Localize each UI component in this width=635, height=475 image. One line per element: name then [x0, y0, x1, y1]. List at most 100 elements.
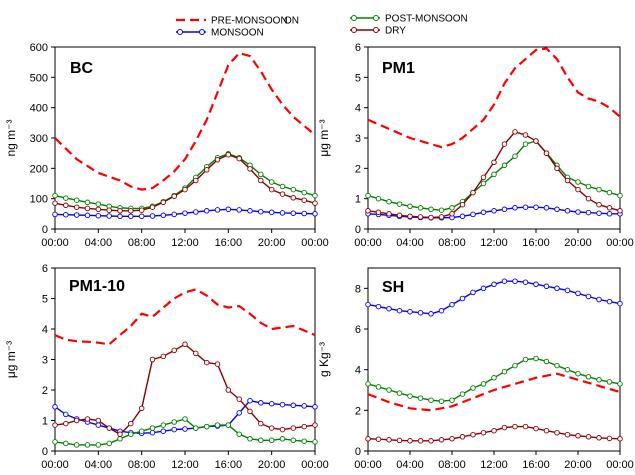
y-tick-label: 6 [42, 263, 48, 275]
y-axis-label: g Kg⁻³ [317, 342, 331, 377]
series-line-post-monsoon [54, 153, 316, 210]
panel-pm1: 0 1 2 3 4 5 6 00:00 04:00 08:00 12:00 16:00 20:00 00:… [317, 42, 634, 249]
data-point-dry [533, 138, 539, 144]
y-tick-label: 1 [355, 194, 361, 206]
y-tick-label: 600 [30, 42, 48, 54]
x-tick-label: 04:00 [85, 237, 113, 249]
data-point-post-monsoon [407, 203, 413, 210]
data-point-post-monsoon [617, 381, 623, 387]
data-point-post-monsoon [95, 442, 102, 448]
data-point-post-monsoon [596, 186, 602, 193]
data-point-monsoon [554, 285, 560, 292]
data-point-dry [214, 157, 221, 163]
series-post-monsoon [365, 355, 623, 404]
data-point-post-monsoon [386, 198, 392, 205]
x-tick-label: 08:00 [438, 237, 466, 249]
data-point-dry [84, 416, 91, 422]
data-point-dry [501, 424, 508, 431]
y-tick-label: 0 [42, 224, 48, 236]
data-point-dry [182, 341, 188, 348]
panel-title: SH [382, 279, 404, 296]
data-point-post-monsoon [312, 192, 318, 199]
data-point-post-monsoon [512, 362, 518, 369]
data-point-post-monsoon [279, 436, 286, 442]
x-tick-label: 12:00 [171, 459, 199, 471]
data-point-dry [63, 420, 69, 427]
series-monsoon [52, 206, 318, 220]
data-point-dry [575, 433, 581, 439]
data-point-monsoon [585, 209, 592, 216]
data-point-dry [512, 423, 518, 430]
data-point-monsoon [533, 281, 539, 288]
data-point-dry [375, 436, 382, 442]
legend-label-fragment: ON [284, 16, 299, 27]
x-tick-label: 12:00 [480, 237, 508, 249]
data-point-post-monsoon [171, 419, 177, 425]
data-point-dry [522, 423, 529, 430]
panel-title: PM1 [382, 60, 415, 77]
data-point-post-monsoon [417, 395, 424, 401]
plot-frame [54, 46, 316, 230]
data-point-dry [585, 434, 592, 440]
data-point-dry [417, 438, 424, 444]
data-point-post-monsoon [52, 439, 58, 445]
data-point-monsoon [512, 278, 518, 284]
data-point-monsoon [301, 210, 307, 217]
y-tick-label: 4 [42, 324, 48, 336]
data-point-post-monsoon [438, 398, 445, 404]
data-point-dry [138, 207, 145, 213]
data-point-post-monsoon [449, 397, 455, 403]
data-point-dry [149, 356, 156, 363]
series-pre-monsoon [54, 51, 316, 191]
data-point-dry [95, 206, 102, 213]
y-tick-label: 2 [355, 163, 361, 175]
data-point-dry [138, 405, 145, 412]
data-point-post-monsoon [149, 425, 156, 431]
data-point-dry [171, 347, 177, 354]
data-point-post-monsoon [247, 436, 253, 442]
data-point-dry [128, 420, 134, 427]
x-tick-label: 08:00 [128, 237, 156, 249]
data-point-dry [312, 422, 318, 428]
x-tick-label: 12:00 [171, 237, 199, 249]
data-point-post-monsoon [365, 381, 371, 387]
y-tick-label: 5 [355, 72, 361, 84]
data-point-monsoon [407, 308, 413, 315]
y-tick-label: 3 [355, 133, 361, 145]
data-point-dry [279, 426, 286, 433]
series-line-pre-monsoon [54, 51, 316, 191]
y-tick-label: 300 [30, 133, 48, 145]
data-point-post-monsoon [290, 186, 297, 193]
data-point-dry [396, 212, 403, 219]
data-point-dry [480, 429, 487, 436]
x-tick-label: 00:00 [301, 459, 329, 471]
data-point-monsoon [480, 209, 487, 216]
y-tick-label: 6 [355, 42, 361, 54]
x-tick-label: 00:00 [41, 237, 69, 249]
data-point-monsoon [459, 213, 466, 220]
data-point-post-monsoon [225, 422, 232, 428]
y-tick-label: 3 [42, 355, 48, 367]
data-point-post-monsoon [564, 366, 571, 373]
data-point-monsoon [182, 210, 188, 216]
data-point-monsoon [512, 205, 518, 211]
x-tick-label: 00:00 [301, 237, 329, 249]
data-point-post-monsoon [575, 370, 581, 377]
data-point-dry [522, 132, 529, 138]
x-tick-label: 16:00 [215, 237, 243, 249]
legend-marker-monsoon [199, 29, 205, 35]
x-tick-label: 00:00 [354, 459, 382, 471]
data-point-monsoon [225, 206, 232, 213]
data-point-dry [182, 186, 188, 193]
data-point-post-monsoon [128, 431, 134, 437]
data-point-post-monsoon [396, 390, 403, 396]
data-point-monsoon [386, 305, 392, 312]
data-point-dry [258, 420, 264, 427]
x-tick-label: 20:00 [564, 237, 592, 249]
data-point-monsoon [290, 402, 297, 409]
data-point-monsoon [543, 205, 550, 211]
data-point-post-monsoon [84, 199, 91, 206]
